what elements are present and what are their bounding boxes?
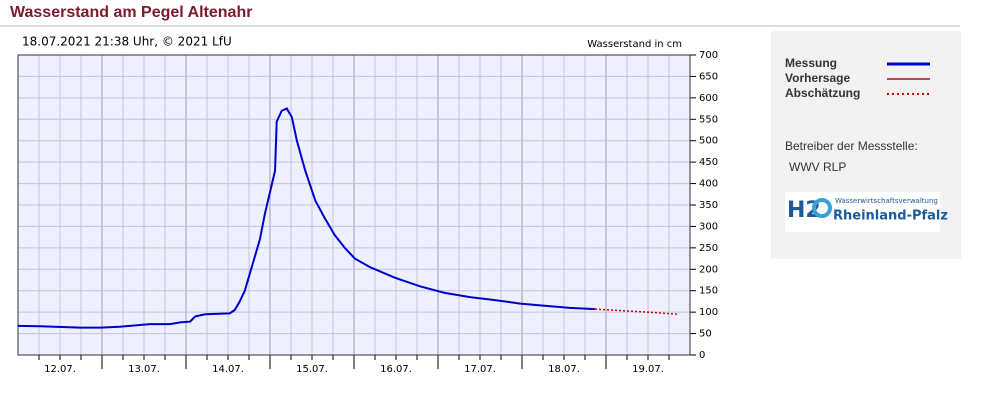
chart-title: Wasserstand am Pegel Altenahr [10, 4, 252, 21]
series-line [595, 308, 679, 316]
logo-box [785, 192, 940, 232]
x-tick-label: 19.07. [632, 364, 664, 375]
y-tick-label: 450 [699, 157, 718, 168]
x-tick-label: 18.07. [548, 364, 580, 375]
y-tick-label: 150 [699, 286, 718, 297]
y-tick-label: 650 [699, 71, 718, 82]
y-tick-label: 100 [699, 307, 718, 318]
x-tick-label: 15.07. [296, 364, 328, 375]
y-tick-label: 300 [699, 221, 718, 232]
legend-label: Vorhersage [785, 71, 850, 85]
logo-circle [812, 198, 832, 218]
x-tick-label: 14.07. [212, 364, 244, 375]
y-tick-label: 400 [699, 179, 718, 190]
subtitle: 18.07.2021 21:38 Uhr, © 2021 LfU [22, 35, 232, 49]
series-line [17, 107, 596, 329]
y-tick-label: 500 [699, 136, 718, 147]
y-tick-label: 600 [699, 93, 718, 104]
operator: WWV RLP [789, 160, 846, 174]
y-tick-label: 50 [699, 329, 712, 340]
x-tick-label: 13.07. [128, 364, 160, 375]
x-tick-label: 17.07. [464, 364, 496, 375]
y-tick-label: 550 [699, 114, 718, 125]
y-axis-label: Wasserstand in cm [587, 39, 682, 50]
plot-frame [17, 54, 691, 356]
y-tick-label: 250 [699, 243, 718, 254]
x-tick-label: 12.07. [44, 364, 76, 375]
legend-label: Abschätzung [785, 86, 860, 100]
operator-label: Betreiber der Messstelle: [785, 139, 918, 153]
logo-big: Rheinland-Pfalz [833, 209, 948, 224]
logo-small: Wasserwirtschaftsverwaltung [835, 197, 938, 205]
y-tick-label: 700 [699, 50, 718, 61]
y-tick-label: 0 [699, 350, 705, 361]
y-tick-label: 350 [699, 200, 718, 211]
x-tick-label: 16.07. [380, 364, 412, 375]
y-tick-label: 200 [699, 264, 718, 275]
legend-label: Messung [785, 56, 837, 70]
